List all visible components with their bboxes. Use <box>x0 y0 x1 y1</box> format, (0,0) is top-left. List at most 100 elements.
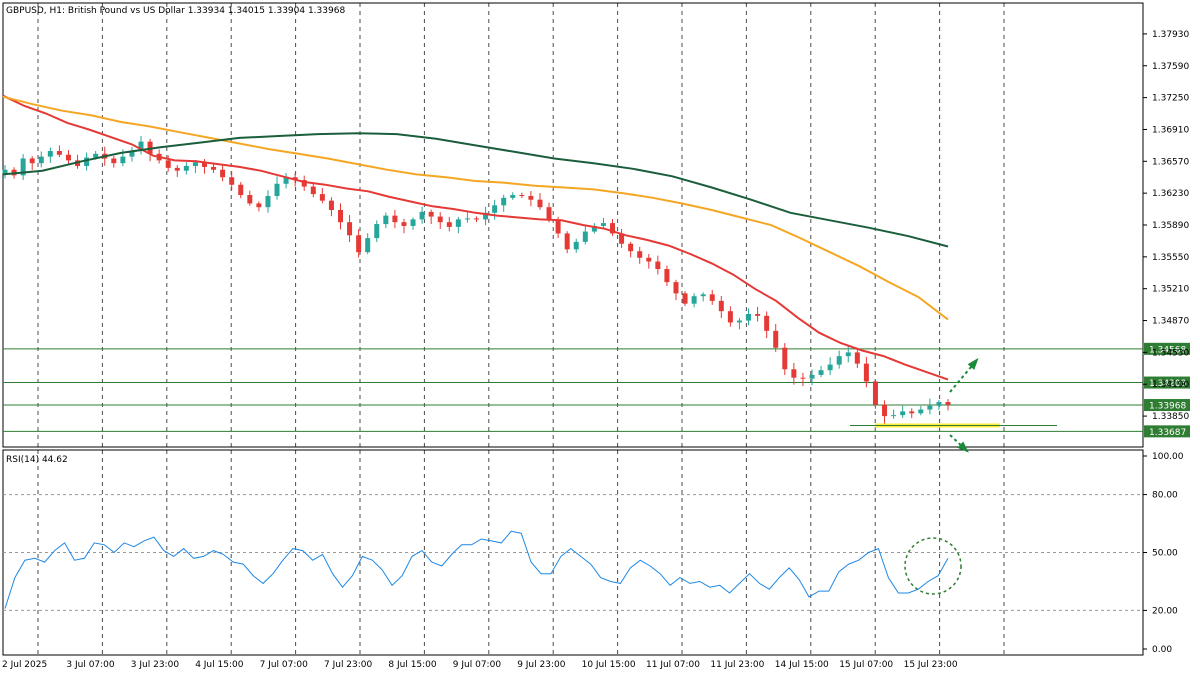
candle-body[interactable] <box>927 405 933 410</box>
candle-body[interactable] <box>619 233 625 244</box>
candle-body[interactable] <box>201 162 207 167</box>
candle-body[interactable] <box>29 158 35 164</box>
candle-body[interactable] <box>84 157 90 166</box>
candle-body[interactable] <box>247 195 253 204</box>
candle-body[interactable] <box>718 300 724 312</box>
candle-body[interactable] <box>764 315 770 331</box>
candle-body[interactable] <box>93 153 99 158</box>
candle-body[interactable] <box>655 261 661 270</box>
candle-body[interactable] <box>111 158 117 164</box>
candle-body[interactable] <box>900 411 906 416</box>
candle-body[interactable] <box>646 257 652 262</box>
candle-body[interactable] <box>65 154 71 161</box>
candle-body[interactable] <box>791 369 797 378</box>
candle-body[interactable] <box>610 223 616 234</box>
candle-body[interactable] <box>383 215 389 225</box>
candle-body[interactable] <box>319 194 325 201</box>
candle-body[interactable] <box>120 156 126 164</box>
candle-body[interactable] <box>845 352 851 357</box>
candle-body[interactable] <box>455 219 461 227</box>
candle-body[interactable] <box>428 211 434 217</box>
candle-body[interactable] <box>909 411 915 414</box>
candle-body[interactable] <box>492 205 498 213</box>
candle-body[interactable] <box>637 251 643 258</box>
candle-body[interactable] <box>220 169 226 178</box>
candle-body[interactable] <box>238 184 244 196</box>
candle-body[interactable] <box>682 293 688 304</box>
candle-body[interactable] <box>836 356 842 365</box>
candle-body[interactable] <box>165 160 171 168</box>
candle-body[interactable] <box>891 415 897 417</box>
candle-body[interactable] <box>591 225 597 232</box>
candle-body[interactable] <box>709 294 715 301</box>
candle-body[interactable] <box>555 220 561 234</box>
candle-body[interactable] <box>800 377 806 379</box>
candle-body[interactable] <box>147 141 153 154</box>
candle-body[interactable] <box>736 320 742 323</box>
candle-body[interactable] <box>474 218 479 220</box>
candle-body[interactable] <box>292 177 298 181</box>
candle-body[interactable] <box>528 195 534 200</box>
candle-body[interactable] <box>129 151 135 157</box>
candle-body[interactable] <box>256 203 262 208</box>
candle-body[interactable] <box>564 233 570 250</box>
candle-body[interactable] <box>446 222 452 227</box>
candle-body[interactable] <box>401 222 407 226</box>
candle-body[interactable] <box>600 223 606 226</box>
candle-body[interactable] <box>2 169 8 174</box>
moving-average-slow[interactable] <box>2 132 949 248</box>
candle-body[interactable] <box>691 296 697 304</box>
candle-body[interactable] <box>773 330 779 348</box>
candle-body[interactable] <box>546 207 552 221</box>
candle-body[interactable] <box>854 352 860 364</box>
moving-average-fast[interactable] <box>2 94 949 381</box>
candle-body[interactable] <box>138 141 144 151</box>
candle-body[interactable] <box>628 243 634 252</box>
rsi-line[interactable] <box>4 530 949 609</box>
candle-body[interactable] <box>47 151 53 157</box>
candle-body[interactable] <box>809 374 815 379</box>
candle-body[interactable] <box>374 224 380 239</box>
candle-body[interactable] <box>501 197 507 206</box>
candle-body[interactable] <box>265 195 271 208</box>
candle-body[interactable] <box>283 177 289 184</box>
candle-body[interactable] <box>464 218 470 220</box>
candle-body[interactable] <box>337 210 343 223</box>
candle-body[interactable] <box>755 313 761 316</box>
candle-body[interactable] <box>582 231 588 242</box>
candle-body[interactable] <box>183 165 189 171</box>
candle-body[interactable] <box>727 311 733 323</box>
candle-body[interactable] <box>519 195 525 197</box>
candle-body[interactable] <box>782 347 788 370</box>
candle-body[interactable] <box>38 156 44 164</box>
candle-body[interactable] <box>918 409 924 414</box>
candle-body[interactable] <box>274 183 280 196</box>
candle-body[interactable] <box>365 238 371 253</box>
candle-body[interactable] <box>211 166 217 170</box>
candle-body[interactable] <box>229 177 235 185</box>
candle-body[interactable] <box>827 364 833 371</box>
candle-body[interactable] <box>673 282 679 294</box>
candle-body[interactable] <box>818 370 824 375</box>
candle-body[interactable] <box>882 404 888 417</box>
candle-body[interactable] <box>863 363 869 382</box>
candle-body[interactable] <box>56 151 62 155</box>
candle-body[interactable] <box>537 199 543 208</box>
candle-body[interactable] <box>301 180 307 187</box>
candle-body[interactable] <box>192 162 198 166</box>
candle-body[interactable] <box>392 215 398 223</box>
candle-body[interactable] <box>664 269 670 283</box>
candle-body[interactable] <box>945 402 951 405</box>
candle-body[interactable] <box>437 216 443 223</box>
candle-body[interactable] <box>573 241 579 250</box>
candle-body[interactable] <box>419 211 425 220</box>
candle-body[interactable] <box>310 186 316 195</box>
candle-body[interactable] <box>483 212 489 220</box>
candle-body[interactable] <box>936 402 942 406</box>
candle-body[interactable] <box>746 313 752 321</box>
candle-body[interactable] <box>872 381 878 405</box>
candle-body[interactable] <box>510 195 516 198</box>
price-pane[interactable] <box>2 2 1144 448</box>
